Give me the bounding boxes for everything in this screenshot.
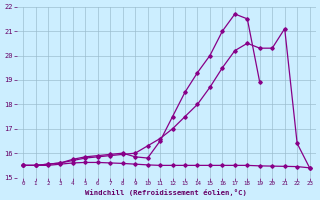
- X-axis label: Windchill (Refroidissement éolien,°C): Windchill (Refroidissement éolien,°C): [85, 189, 247, 196]
